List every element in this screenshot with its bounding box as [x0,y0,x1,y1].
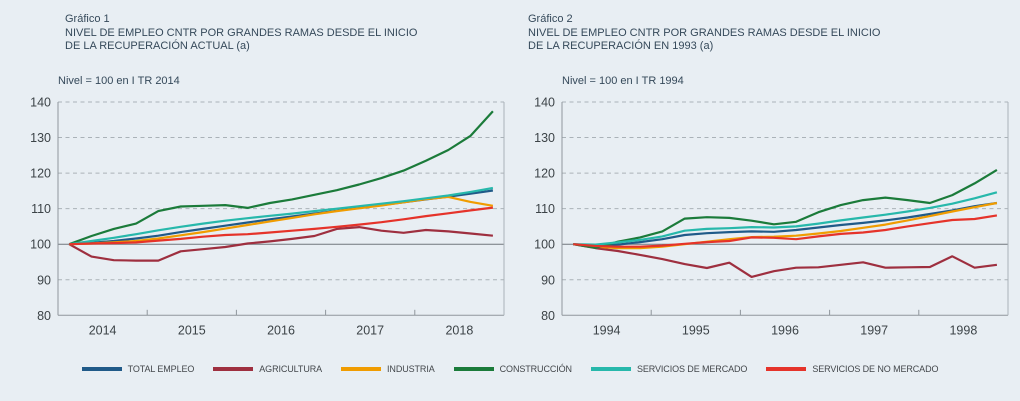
legend-label-5: SERVICIOS DE MERCADO [636,364,748,374]
legend-swatch-5 [590,367,631,371]
y-tick-label-120: 120 [30,167,51,181]
legend-swatch-3 [341,367,382,371]
series-line-3-chart-1 [69,195,494,246]
y-tick-label-90: 90 [37,273,51,287]
legend-item-5: SERVICIOS DE MERCADO [590,364,748,374]
series-line-4-chart-2 [573,168,998,249]
y-tick-label-130: 130 [30,131,51,145]
chart-2-title-line-2: DE LA RECUPERACIÓN EN 1993 (a) [528,40,714,52]
x-tick-label-1998: 1998 [949,323,977,337]
chart-2-header: Gráfico 2 NIVEL DE EMPLEO CNTR POR GRAND… [528,13,880,54]
legend-swatch-6 [766,367,807,371]
y-tick-label-80: 80 [37,309,51,323]
x-tick-label-2014: 2014 [89,323,117,337]
series-line-5-chart-2 [573,191,998,246]
x-tick-label-1994: 1994 [593,323,621,337]
legend-label-1: TOTAL EMPLEO [127,364,195,374]
chart-1-subtitle: Nivel = 100 en I TR 2014 [58,75,180,87]
series-line-2-chart-1 [68,226,494,262]
y-tick-label-140: 140 [534,96,555,110]
y-tick-label-140: 140 [30,96,51,110]
series-line-3-chart-2 [573,201,998,250]
y-tick-label-110: 110 [31,202,51,216]
chart-2-plot: 80 90 100 110 120 130 140 1994 1995 1996 1997 1998 [534,96,1009,337]
legend-swatch-2 [213,367,254,371]
y-tick-label-130: 130 [534,131,555,145]
x-tick-label-2015: 2015 [178,323,206,337]
x-tick-label-1995: 1995 [682,323,710,337]
series-line-6-chart-1 [69,206,494,246]
legend-swatch-4 [453,367,494,371]
chart-1-title-line-2: DE LA RECUPERACIÓN ACTUAL (a) [65,40,250,52]
legend-item-3: INDUSTRIA [341,364,435,374]
y-tick-label-80: 80 [541,309,555,323]
y-tick-label-90: 90 [541,273,555,287]
y-tick-label-100: 100 [30,238,51,252]
series-line-6-chart-2 [573,214,998,248]
chart-1-plot: 80 90 100 110 120 130 140 2014 2015 2016 2017 2018 [30,96,505,337]
chart-1-header: Gráfico 1 NIVEL DE EMPLEO CNTR POR GRAND… [65,13,417,54]
y-tick-label-100: 100 [534,238,555,252]
legend-item-6: SERVICIOS DE NO MERCADO [766,364,938,374]
series-line-5-chart-1 [69,186,494,246]
series-line-4-chart-1 [68,110,494,246]
x-tick-label-2016: 2016 [267,323,295,337]
chart-1-label: Gráfico 1 [65,13,110,25]
chart-1-title-line-1: NIVEL DE EMPLEO CNTR POR GRANDES RAMAS D… [65,26,418,39]
legend-label-4: CONSTRUCCIÓN [499,364,572,374]
y-tick-label-110: 110 [535,202,555,216]
chart-2-label: Gráfico 2 [528,13,573,25]
y-tick-label-120: 120 [534,167,555,181]
chart-2-subtitle: Nivel = 100 en I TR 1994 [562,75,684,87]
x-tick-label-1997: 1997 [860,323,888,337]
x-tick-label-2017: 2017 [356,323,384,337]
series-line-1-chart-2 [573,201,998,247]
legend-item-2: AGRICULTURA [213,364,322,374]
legend-label-2: AGRICULTURA [259,364,323,374]
chart-2-title-line-1: NIVEL DE EMPLEO CNTR POR GRANDES RAMAS D… [528,26,881,39]
legend-label-6: SERVICIOS DE NO MERCADO [812,364,939,374]
x-tick-label-1996: 1996 [771,323,799,337]
x-tick-label-2018: 2018 [445,323,473,337]
legend-item-4: CONSTRUCCIÓN [453,364,572,374]
chart-legend: TOTAL EMPLEO AGRICULTURA INDUSTRIA CONSTRUC… [0,364,1020,374]
legend-swatch-1 [81,367,122,371]
series-line-2-chart-2 [573,243,998,278]
legend-item-1: TOTAL EMPLEO [81,364,195,374]
legend-label-3: INDUSTRIA [387,364,435,374]
